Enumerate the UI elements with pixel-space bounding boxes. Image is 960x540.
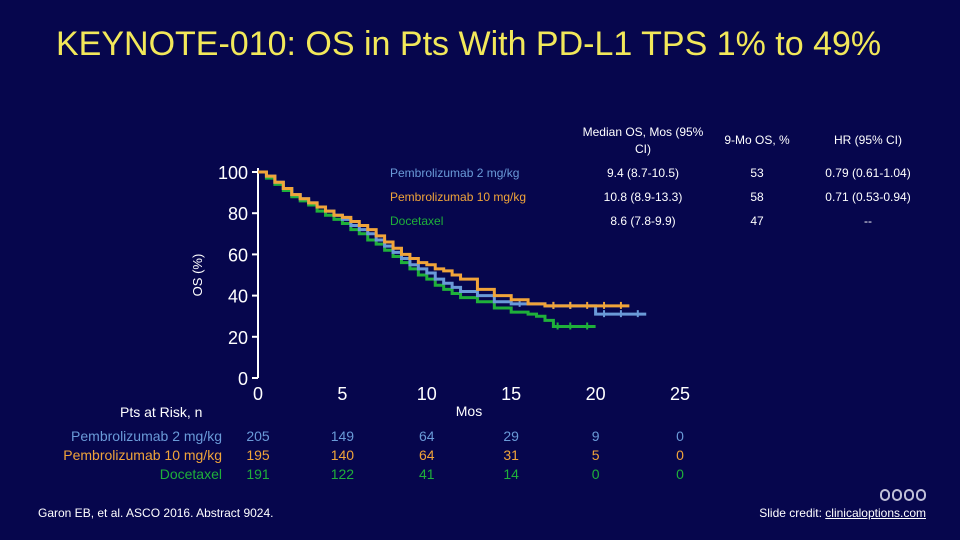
header-median-os: Median OS, Mos (95% CI) — [582, 125, 704, 156]
slide-credit: Slide credit: clinicaloptions.com — [759, 506, 926, 520]
x-tick-label: 15 — [501, 384, 521, 404]
risk-table-title: Pts at Risk, n — [120, 404, 203, 420]
risk-label-docetaxel: Docetaxel — [159, 466, 222, 482]
risk-count-docetaxel: 0 — [676, 466, 684, 482]
y-tick-label: 80 — [228, 204, 248, 224]
page-title: KEYNOTE-010: OS in Pts With PD-L1 TPS 1%… — [56, 25, 882, 63]
cco-logo — [880, 489, 926, 503]
legend-pembro2: Pembrolizumab 2 mg/kg — [390, 166, 520, 180]
y-axis-label: OS (%) — [190, 254, 205, 297]
hr-pembro10: 0.71 (0.53-0.94) — [825, 190, 911, 204]
chart-axes — [252, 168, 259, 379]
risk-count-docetaxel: 122 — [330, 466, 355, 482]
x-tick-label: 5 — [337, 384, 347, 404]
header-9mo-os: 9-Mo OS, % — [724, 133, 790, 147]
median-docetaxel: 8.6 (7.8-9.9) — [610, 214, 676, 228]
legend-docetaxel: Docetaxel — [390, 214, 444, 228]
risk-count-docetaxel: 0 — [591, 466, 600, 482]
os9-pembro2: 53 — [750, 166, 764, 180]
risk-count-pembro10: 195 — [246, 447, 270, 463]
y-tick-label: 60 — [228, 245, 248, 265]
x-tick-label: 0 — [253, 384, 263, 404]
legend-pembro10: Pembrolizumab 10 mg/kg — [390, 190, 527, 204]
risk-count-pembro10: 140 — [330, 447, 355, 463]
risk-count-pembro10: 0 — [676, 447, 684, 463]
curve-pembro10 — [258, 170, 630, 308]
risk-count-docetaxel: 14 — [503, 466, 519, 482]
risk-count-pembro2: 205 — [246, 428, 270, 444]
y-tick-label: 0 — [238, 369, 248, 389]
os9-pembro10: 58 — [750, 190, 764, 204]
credit-prefix: Slide credit: — [759, 506, 826, 520]
header-hr: HR (95% CI) — [833, 133, 902, 147]
x-tick-label: 20 — [586, 384, 606, 404]
chart-ticks: 0 20 40 60 80 100 0 5 10 15 20 25 OS (%) Mos — [190, 163, 690, 419]
risk-label-pembro2: Pembrolizumab 2 mg/kg — [71, 428, 222, 444]
risk-count-pembro10: 5 — [591, 447, 600, 463]
median-pembro2: 9.4 (8.7-10.5) — [606, 166, 680, 180]
risk-count-pembro10: 31 — [503, 447, 519, 463]
median-pembro10: 10.8 (8.9-13.3) — [603, 190, 683, 204]
y-tick-label: 40 — [228, 287, 248, 307]
risk-count-pembro2: 9 — [591, 428, 600, 444]
os9-docetaxel: 47 — [750, 214, 764, 228]
risk-count-docetaxel: 41 — [419, 466, 435, 482]
risk-count-docetaxel: 191 — [246, 466, 270, 482]
citation: Garon EB, et al. ASCO 2016. Abstract 902… — [38, 506, 274, 520]
credit-link[interactable]: clinicaloptions.com — [825, 506, 926, 520]
risk-label-pembro10: Pembrolizumab 10 mg/kg — [63, 447, 222, 463]
risk-count-pembro2: 64 — [419, 428, 435, 444]
risk-count-pembro2: 0 — [676, 428, 684, 444]
y-tick-label: 20 — [228, 328, 248, 348]
chart-curves — [258, 170, 647, 330]
hr-pembro2: 0.79 (0.61-1.04) — [825, 166, 911, 180]
risk-count-pembro10: 64 — [419, 447, 435, 463]
x-tick-label: 25 — [670, 384, 690, 404]
risk-count-pembro2: 149 — [330, 428, 355, 444]
hr-docetaxel: -- — [864, 214, 872, 228]
risk-count-pembro2: 29 — [503, 428, 519, 444]
x-axis-label: Mos — [456, 403, 482, 419]
x-tick-label: 10 — [417, 384, 437, 404]
y-tick-label: 100 — [218, 163, 248, 183]
